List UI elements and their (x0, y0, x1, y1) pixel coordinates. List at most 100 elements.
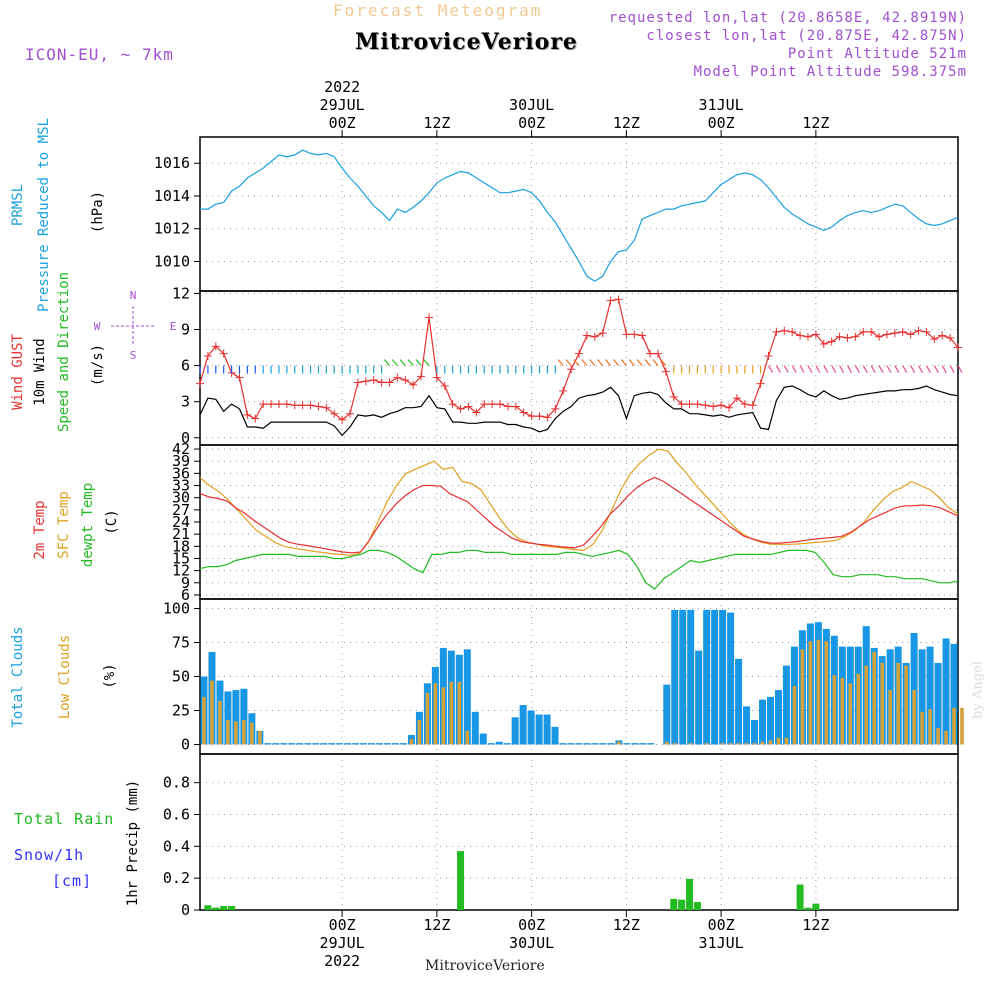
low-cloud-bar (904, 665, 908, 745)
gust-marker (835, 332, 844, 341)
low-cloud-bar (704, 743, 709, 745)
low-cloud-bar (944, 730, 948, 745)
wind-direction-arrow (902, 365, 908, 373)
total-cloud-bar (551, 726, 559, 745)
panel-frame (199, 753, 959, 911)
total-cloud-bar (511, 717, 519, 745)
low-cloud-bar (816, 639, 821, 745)
low-cloud-bar (617, 741, 621, 745)
wind-direction-arrow (775, 365, 781, 373)
gust-marker (938, 331, 947, 340)
wind-direction-arrow (565, 359, 572, 366)
gust-marker (203, 351, 212, 360)
low-cloud-bar (250, 722, 254, 745)
x-tick-label-bottom: 00Z (518, 916, 545, 934)
low-cloud-bar (840, 677, 845, 745)
y-tick-label: 1014 (154, 187, 190, 205)
wind-direction-arrow (383, 359, 390, 366)
x-tick-label-bottom: 12Z (423, 916, 450, 934)
wind-direction-arrow (581, 359, 588, 366)
precip-bar (693, 902, 701, 910)
gust-marker (353, 378, 362, 387)
footer-title: MitroviceVeriore (425, 958, 545, 974)
total-cloud-bar (519, 705, 527, 745)
total-cloud-bar (934, 662, 942, 745)
total-cloud-bar (280, 743, 288, 745)
gust-marker (314, 402, 323, 411)
x-tick-label-top: 00Z (329, 114, 356, 132)
precip-bar (212, 907, 220, 910)
dewpt-line (199, 549, 959, 590)
y-tick-label: 12 (172, 284, 190, 302)
y-tick-label: 1012 (154, 220, 190, 238)
gust-marker (456, 404, 465, 413)
gust-marker (361, 377, 370, 386)
wind-direction-arrow (589, 359, 596, 366)
gust-marker (464, 402, 473, 411)
gust-marker (322, 403, 331, 412)
total-cloud-bar (479, 733, 487, 745)
total-cloud-bar (695, 650, 703, 745)
gust-marker (725, 403, 734, 412)
total-cloud-bar (391, 743, 399, 745)
y-tick-label: 18 (172, 537, 190, 555)
model-point-altitude: Model Point Altitude 598.375m (693, 64, 967, 80)
low-cloud-bar (202, 696, 206, 745)
gust-marker (567, 365, 576, 374)
wind-direction-arrow (839, 365, 845, 373)
gust-marker (693, 400, 702, 409)
low-cloud-bar (912, 690, 916, 745)
wind-direction-arrow (957, 365, 963, 373)
gust-marker (274, 400, 283, 409)
total-cloud-bar (352, 743, 360, 745)
x-tick-label-bottom: 12Z (613, 916, 640, 934)
gust-marker (543, 413, 552, 422)
wind-direction-arrow (597, 359, 604, 366)
total-cloud-bar (463, 649, 471, 745)
gust-marker (614, 295, 623, 304)
gust-marker (338, 415, 347, 424)
total-cloud-bar (376, 743, 384, 745)
wind-direction-arrow (557, 359, 564, 366)
y-tick-label: 1016 (154, 154, 190, 172)
wind-direction-arrow (628, 359, 635, 366)
gust-marker (527, 412, 536, 421)
gust-marker (661, 367, 670, 376)
total-cloud-bar (743, 706, 751, 745)
low-cloud-bar (832, 675, 837, 745)
low-cloud-bar (465, 730, 470, 745)
gust-marker (575, 349, 583, 358)
gust-marker (827, 337, 836, 346)
gust-marker (843, 333, 852, 342)
total-cloud-bar (368, 743, 376, 745)
compass-w: W (94, 320, 101, 333)
total-cloud-bar (607, 743, 615, 745)
gust-marker (732, 394, 741, 403)
precip-bar (678, 899, 686, 910)
wind-direction-arrow (636, 359, 643, 366)
compass-s: S (130, 349, 137, 362)
total-cloud-bar (559, 743, 567, 745)
gust-marker (417, 372, 426, 381)
gust-marker (788, 327, 797, 336)
low-cloud-bar (952, 707, 956, 745)
total-cloud-bar (288, 743, 296, 745)
model-label: ICON-EU, ~ 7km (25, 45, 174, 64)
gust-marker (811, 330, 820, 339)
y-tick-label: 42 (172, 440, 190, 458)
gust-marker (243, 410, 252, 419)
y-tick-label: 0.4 (163, 837, 190, 855)
x-date-label-top: 31JUL (699, 96, 744, 114)
gust-marker (819, 339, 828, 348)
wind-direction-arrow (831, 365, 837, 373)
gust-marker (290, 401, 299, 410)
gust-marker (882, 330, 891, 339)
low-cloud-bar (808, 641, 813, 745)
gust-marker (898, 327, 907, 336)
wind-direction-arrow (604, 359, 612, 366)
total-cloud-bar (320, 743, 328, 745)
wind-direction-arrow (894, 365, 900, 373)
gust-marker (448, 400, 457, 409)
gust-marker (503, 402, 512, 411)
gust-marker (685, 400, 694, 409)
